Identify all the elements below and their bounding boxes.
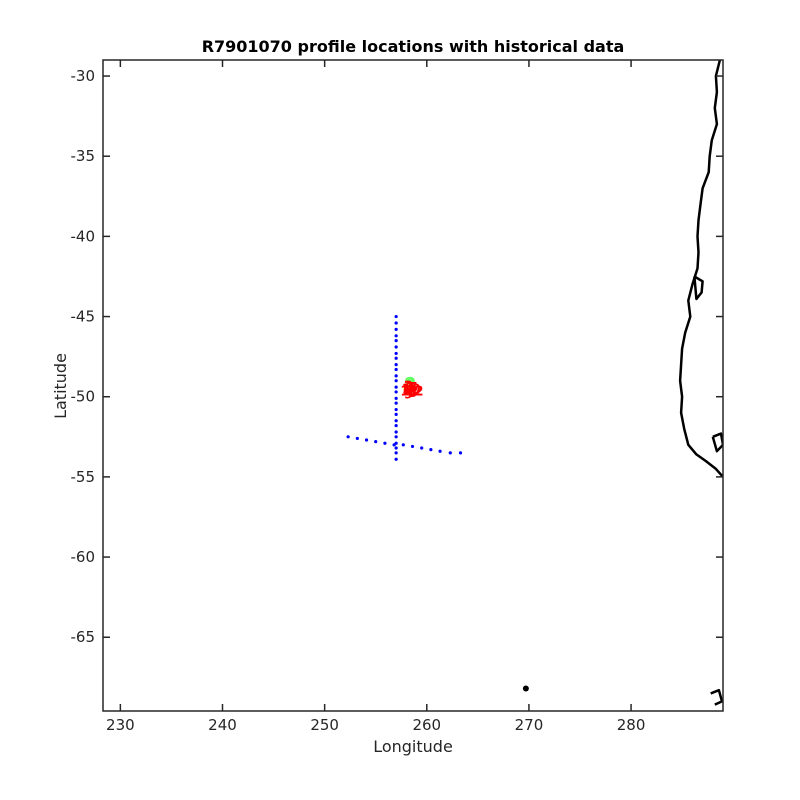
historical-point [448, 451, 452, 455]
historical-point [394, 401, 398, 405]
historical-point [346, 435, 350, 439]
profile-label: 10 [402, 383, 420, 398]
y-tick-label: -35 [71, 147, 96, 165]
coastline-segment [693, 275, 704, 301]
coastline-segment [711, 432, 723, 453]
x-tick-label: 270 [515, 716, 544, 734]
y-tick-label: -40 [71, 227, 96, 245]
historical-point [394, 412, 398, 416]
x-tick-label: 260 [412, 716, 441, 734]
profile-label: 2 [404, 380, 413, 395]
historical-point [420, 446, 424, 450]
profile-label: 1 [402, 383, 411, 398]
profile-label: 5 [409, 381, 418, 396]
profile-label: 3 [407, 384, 416, 399]
profile-label: 6 [403, 384, 412, 399]
y-tick-label: -60 [71, 548, 96, 566]
historical-point [394, 321, 398, 325]
historical-point [394, 314, 398, 319]
historical-density-shading [403, 376, 416, 393]
x-axis-label: Longitude [373, 737, 453, 756]
y-axis-label: Latitude [51, 353, 70, 419]
historical-point [394, 356, 398, 360]
historical-point [401, 443, 405, 447]
historical-point [383, 441, 387, 445]
historical-point [364, 438, 369, 442]
shading-yellow [403, 384, 416, 393]
historical-point [394, 407, 398, 412]
historical-point [394, 390, 398, 394]
historical-point [394, 367, 398, 372]
x-tick-label: 240 [208, 716, 237, 734]
profile-label: 7 [406, 381, 415, 396]
historical-point [394, 339, 398, 343]
historical-point [394, 327, 398, 331]
historical-point [429, 448, 433, 452]
profile-label: 12 [405, 384, 423, 399]
historical-point [458, 451, 463, 455]
island-marker [522, 685, 529, 692]
historical-point [394, 451, 398, 455]
shading-green [404, 376, 415, 385]
x-tick-label: 250 [310, 716, 339, 734]
historical-point [394, 334, 398, 338]
coastline-segment [678, 60, 723, 478]
chart-title: R7901070 profile locations with historic… [202, 37, 625, 56]
historical-point [410, 444, 415, 449]
historical-point [438, 449, 442, 453]
axes-box [102, 59, 724, 712]
historical-point [392, 443, 396, 447]
historical-point [394, 457, 398, 461]
y-tick-label: -65 [71, 628, 96, 646]
historical-point [394, 435, 398, 439]
y-axis: -30 -35 -40 -45 -50 -55 -60 -65 [71, 67, 723, 646]
profile-label: 8 [408, 386, 417, 401]
x-tick-label: 280 [617, 716, 646, 734]
historical-point [394, 396, 398, 400]
y-tick-label: -55 [71, 468, 96, 486]
historical-point [394, 430, 398, 434]
historical-point [394, 379, 398, 383]
coastline-segment [710, 688, 723, 706]
coastline [522, 60, 723, 706]
x-axis: 230 240 250 260 270 280 [106, 60, 645, 734]
profile-label: 11 [400, 384, 418, 399]
profile-label: 9 [404, 388, 413, 403]
historical-point [394, 385, 398, 389]
historical-point [394, 363, 398, 367]
historical-point [394, 374, 398, 378]
y-tick-label: -50 [71, 388, 96, 406]
historical-point [394, 345, 398, 349]
historical-point [394, 419, 398, 423]
y-tick-label: -30 [71, 67, 96, 85]
profile-label: 4 [405, 386, 414, 401]
x-tick-label: 230 [106, 716, 135, 734]
historical-point [355, 436, 359, 441]
y-tick-label: -45 [71, 308, 96, 326]
historical-points [346, 314, 463, 461]
historical-point [394, 423, 398, 428]
historical-point [394, 351, 398, 356]
historical-point [394, 446, 398, 450]
historical-point [374, 440, 378, 444]
